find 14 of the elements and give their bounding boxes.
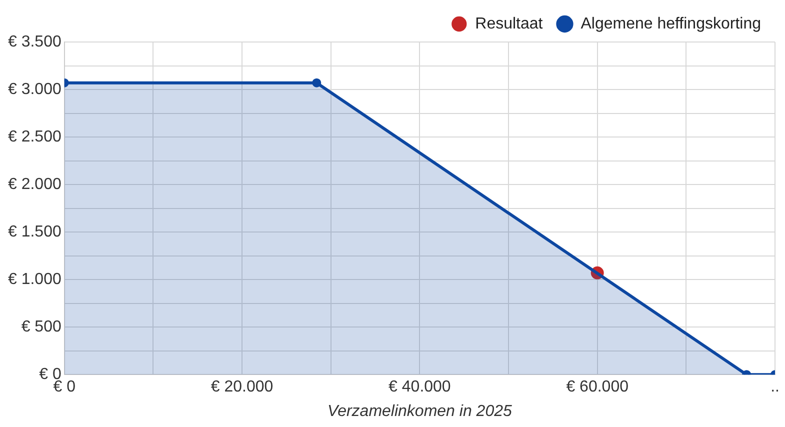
y-tick-label: € 2.000 (8, 176, 62, 193)
y-tick-label: € 2.500 (8, 128, 62, 146)
x-axis-title: Verzamelinkomen in 2025 (327, 402, 512, 420)
x-tick-label: € 40.000 (388, 378, 451, 396)
legend-label: Resultaat (475, 15, 544, 32)
x-tick-label: .. (770, 378, 780, 396)
legend-label: Algemene heffingskorting (580, 15, 761, 32)
y-tick-label: € 3.500 (8, 33, 62, 50)
x-tick-label: € 60.000 (566, 378, 629, 396)
y-tick-label: € 1.500 (8, 223, 62, 240)
x-tick-label: € 20.000 (210, 378, 274, 396)
y-tick-label: € 1.000 (8, 270, 62, 288)
y-tick-label: € 3.000 (8, 80, 62, 98)
y-tick-label: € 500 (21, 318, 62, 336)
